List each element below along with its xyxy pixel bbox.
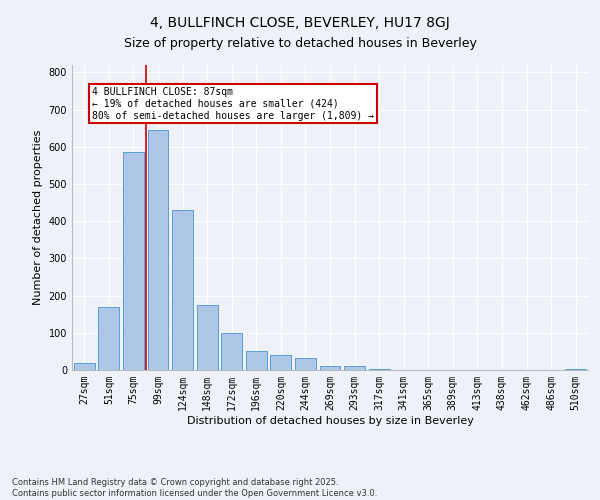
Text: Size of property relative to detached houses in Beverley: Size of property relative to detached ho… [124, 37, 476, 50]
Bar [221, 333, 242, 370]
X-axis label: Distribution of detached houses by size in Beverley: Distribution of detached houses by size … [187, 416, 473, 426]
Bar [172, 210, 193, 370]
Bar [295, 358, 316, 370]
Bar [344, 366, 365, 370]
Bar [197, 305, 218, 370]
Bar [74, 362, 95, 370]
Y-axis label: Number of detached properties: Number of detached properties [33, 130, 43, 305]
Text: Contains HM Land Registry data © Crown copyright and database right 2025.
Contai: Contains HM Land Registry data © Crown c… [12, 478, 377, 498]
Text: 4 BULLFINCH CLOSE: 87sqm
← 19% of detached houses are smaller (424)
80% of semi-: 4 BULLFINCH CLOSE: 87sqm ← 19% of detach… [92, 88, 374, 120]
Bar [320, 366, 340, 370]
Bar [148, 130, 169, 370]
Text: 4, BULLFINCH CLOSE, BEVERLEY, HU17 8GJ: 4, BULLFINCH CLOSE, BEVERLEY, HU17 8GJ [150, 16, 450, 30]
Bar [368, 369, 389, 370]
Bar [565, 369, 586, 370]
Bar [246, 352, 267, 370]
Bar [98, 307, 119, 370]
Bar [271, 355, 292, 370]
Bar [123, 152, 144, 370]
